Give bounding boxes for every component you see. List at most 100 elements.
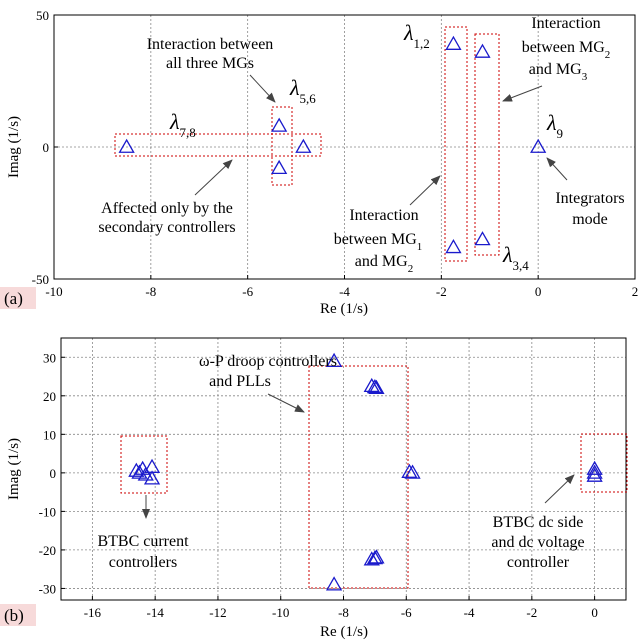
annotation-mg2-line1: Interaction	[531, 15, 600, 32]
annotation-btbc-dc-line1: BTBC dc side	[493, 514, 584, 531]
panel-a-tag: (a)	[4, 289, 23, 308]
panel-a-ylabel: Imag (1/s)	[6, 116, 22, 178]
panel-a-eigenvalues	[118, 35, 547, 254]
eigenvalue-marker	[295, 138, 312, 153]
x-tick-label: 0	[535, 284, 542, 299]
eigenvalue-marker	[404, 464, 421, 479]
annotation-secondary-line1: Affected only by the	[101, 200, 233, 217]
eigenvalue-marker	[363, 551, 380, 566]
panel-b-eigenvalues	[128, 352, 603, 591]
annotation-droop-line2: and PLLs	[209, 373, 271, 390]
annotation-integrators-line2: mode	[572, 211, 608, 228]
label-lambda-5-6: λ5,6	[289, 75, 316, 106]
annotation-mg1-line1: Interaction	[349, 207, 418, 224]
box-lambda-3-4	[474, 33, 500, 256]
x-tick-label: 0	[591, 605, 598, 620]
x-tick-label: -8	[338, 605, 349, 620]
eigenvalue-marker	[131, 464, 148, 479]
box-droop-pll	[308, 365, 409, 589]
y-tick-label: -50	[32, 272, 49, 287]
x-tick-label: -4	[464, 605, 475, 620]
annotation-mg1-line2: between MG1	[334, 231, 423, 253]
annotation-btbc-dc-line3: controller	[507, 554, 570, 571]
panel-a-tick-labels: -10 -8 -6 -4 -2 0 2 -50 0 50	[32, 8, 638, 299]
annotation-droop-line1: ω-P droop controllers	[199, 353, 337, 370]
panel-b-tag-bg	[0, 604, 36, 626]
annotation-btbc-dc-line2: and dc voltage	[491, 534, 584, 551]
y-tick-label: 0	[43, 140, 50, 155]
eigenvalue-marker	[445, 239, 462, 254]
arrow-btbc-dc	[544, 474, 575, 504]
eigenvalue-marker	[325, 576, 343, 591]
arrow-mg1-mg2	[409, 175, 441, 206]
eigenvalue-marker	[271, 159, 288, 175]
annotation-integrators-line1: Integrators	[555, 190, 624, 207]
box-lambda-1-2	[444, 26, 468, 262]
x-tick-label: -8	[145, 284, 156, 299]
panel-a-xlabel: Re (1/s)	[320, 301, 368, 317]
annotation-mg2-line2: between MG2	[522, 39, 611, 61]
annotation-btbc-current-line2: controllers	[109, 554, 177, 571]
eigenvalue-marker	[586, 464, 603, 479]
eigenvalue-marker	[325, 352, 343, 368]
eigenvalue-marker	[363, 377, 380, 393]
y-tick-label: -20	[39, 543, 56, 558]
x-tick-label: -10	[45, 284, 62, 299]
eigenvalue-marker	[143, 470, 161, 485]
label-lambda-9: λ9	[546, 110, 563, 141]
annotation-mg2-line3: and MG3	[529, 61, 588, 83]
annotation-mg1-line3: and MG2	[355, 253, 413, 275]
annotation-secondary-line2: secondary controllers	[98, 219, 235, 236]
panel-b-arrows	[142, 393, 575, 519]
arrow-integrators	[546, 157, 568, 181]
label-lambda-1-2: λ1,2	[403, 20, 430, 51]
panel-a-tag-bg	[0, 287, 36, 309]
x-tick-label: -6	[242, 284, 253, 299]
panel-b-xlabel: Re (1/s)	[320, 624, 368, 640]
y-tick-label: 30	[43, 350, 56, 365]
x-tick-label: -4	[339, 284, 350, 299]
eigenvalue-marker	[530, 138, 547, 153]
arrow-droop	[267, 393, 305, 413]
x-tick-label: -6	[401, 605, 412, 620]
panel-a: -10 -8 -6 -4 -2 0 2 -50 0 50 Interaction between …	[0, 8, 638, 317]
eigenvalue-marker	[118, 138, 135, 153]
panel-a-grid	[54, 15, 635, 279]
annotation-all-three-line2: all three MGs	[166, 55, 254, 72]
y-tick-label: 0	[50, 466, 57, 481]
eigenvalue-marker	[137, 466, 154, 481]
eigenvalue-marker	[368, 379, 385, 394]
panel-a-highlight-boxes	[114, 26, 500, 262]
eigenvalue-marker	[271, 117, 288, 132]
eigenvalue-marker	[128, 462, 145, 477]
x-tick-label: -2	[526, 605, 537, 620]
y-tick-label: -30	[39, 581, 56, 596]
eigenvalue-marker	[586, 467, 603, 482]
y-tick-label: 50	[36, 8, 49, 23]
x-tick-label: -2	[436, 284, 447, 299]
panel-b-ylabel: Imag (1/s)	[6, 438, 22, 500]
arrow-mg2-mg3	[502, 85, 543, 102]
panel-a-arrows	[194, 74, 568, 206]
x-tick-label: -16	[84, 605, 102, 620]
y-tick-label: -10	[39, 504, 56, 519]
eigenvalue-marker	[474, 231, 491, 246]
eigenvalue-marker	[445, 35, 462, 50]
box-lambda-7-8	[114, 133, 322, 157]
y-tick-label: 10	[43, 427, 56, 442]
box-btbc-dc	[580, 433, 628, 493]
eigenvalue-marker	[586, 460, 603, 475]
panel-b-annotations: ω-P droop controllers and PLLs BTBC curr…	[97, 353, 584, 571]
eigenvalue-marker	[366, 379, 384, 394]
annotation-btbc-current-line1: BTBC current	[97, 533, 189, 550]
eigenvalue-marker	[368, 549, 385, 564]
arrow-secondary	[194, 159, 233, 196]
label-lambda-3-4: λ3,4	[502, 242, 529, 273]
panel-a-annotations: Interaction between all three MGs Affect…	[98, 15, 624, 275]
box-btbc-current	[120, 435, 168, 494]
eigenvalue-marker	[474, 43, 491, 58]
arrow-all-three	[249, 74, 276, 103]
